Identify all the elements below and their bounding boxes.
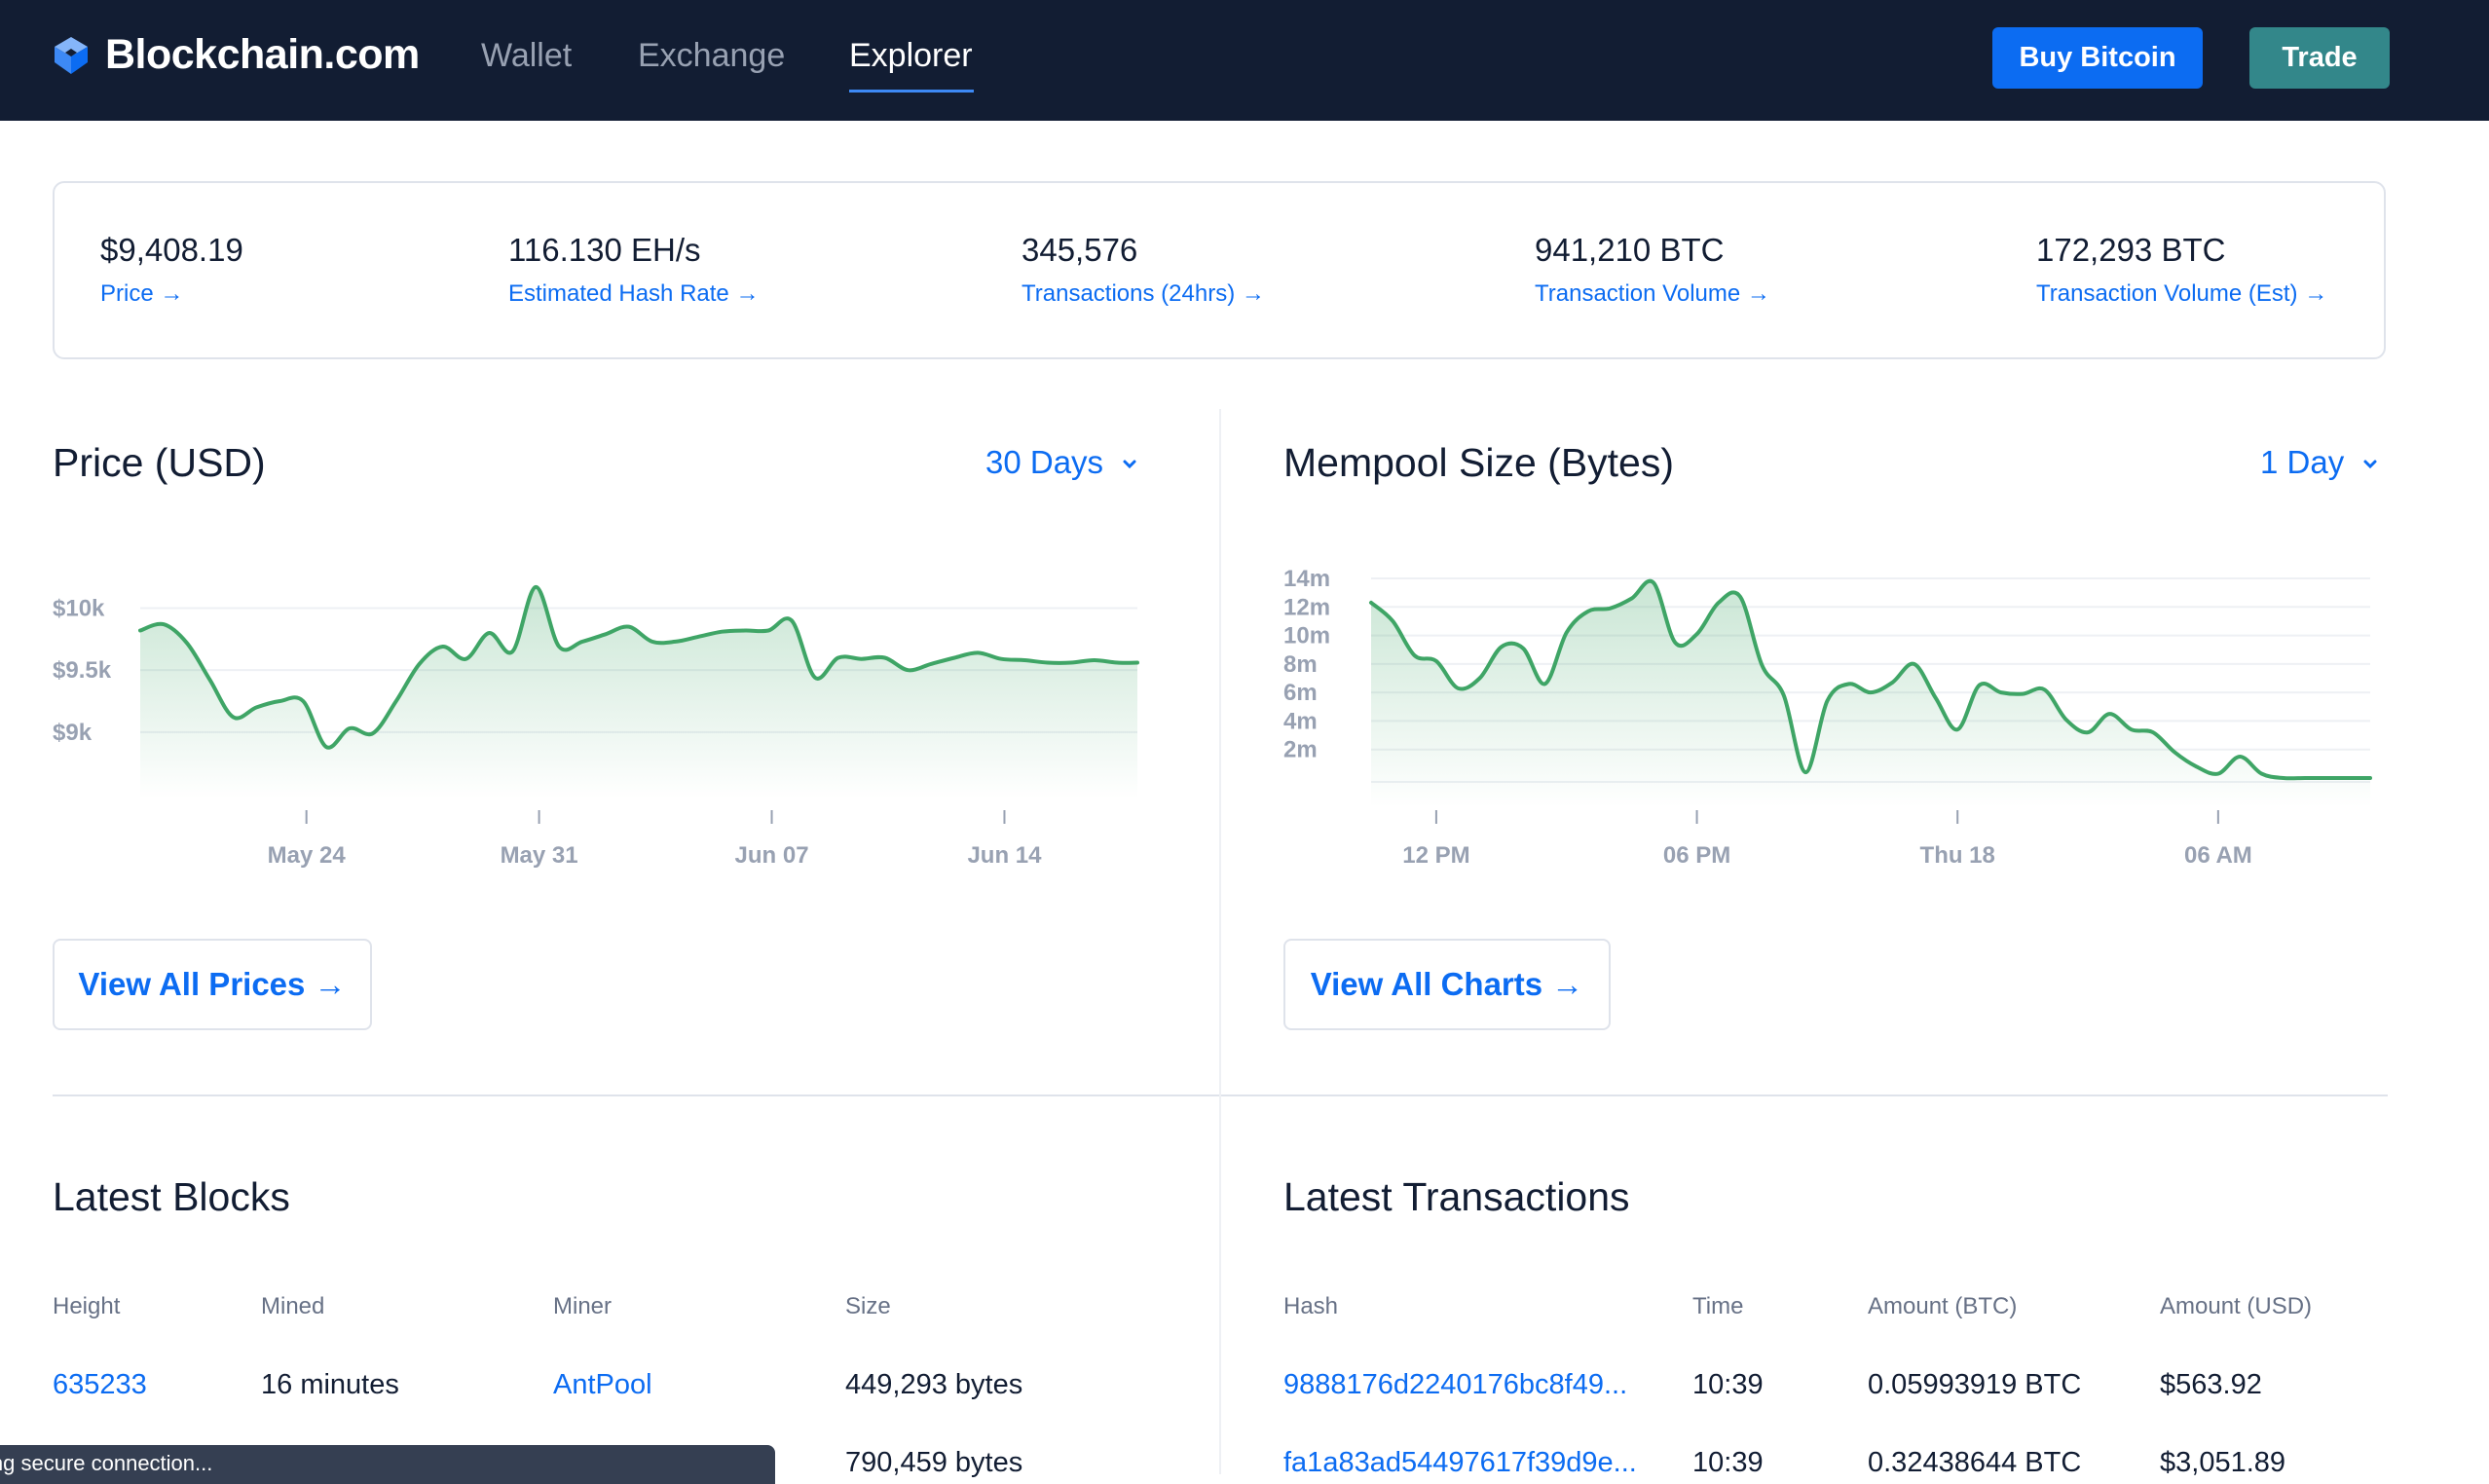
- stat-link-transaction-volume[interactable]: Transaction Volume →: [1535, 280, 1770, 307]
- arrow-right-icon: →: [1241, 280, 1265, 307]
- transaction-amount-btc: 0.32438644 BTC: [1868, 1447, 2082, 1478]
- stat-value: $9,408.19: [100, 232, 243, 268]
- price-chart: $10k $9.5k $9k May 24 May 31 Jun 07 Jun 14: [53, 584, 1139, 869]
- column-header-time: Time: [1692, 1293, 1744, 1319]
- series-line: [138, 584, 1139, 750]
- latest-transactions-title: Latest Transactions: [1283, 1174, 1630, 1219]
- y-tick-label: 10m: [1283, 623, 1330, 649]
- brand-name: Blockchain.com: [105, 31, 420, 78]
- stat-link-transaction-volume-est[interactable]: Transaction Volume (Est) →: [2036, 280, 2328, 307]
- chevron-down-icon: [2363, 460, 2377, 469]
- stat-transactions: 345,576 Transactions (24hrs) →: [1022, 232, 1265, 308]
- x-tick-label: Thu 18: [1920, 842, 1995, 869]
- stat-value: 345,576: [1022, 232, 1138, 268]
- stats-summary-card: [53, 181, 2386, 359]
- stat-value: 172,293 BTC: [2036, 232, 2226, 268]
- transaction-time: 10:39: [1692, 1447, 1764, 1478]
- arrow-right-icon: →: [160, 280, 184, 307]
- arrow-right-icon: →: [735, 280, 760, 307]
- y-tick-label: 12m: [1283, 594, 1330, 620]
- x-tick-label: Jun 07: [735, 842, 809, 869]
- column-header-mined: Mined: [261, 1293, 325, 1319]
- view-all-charts-button[interactable]: View All Charts →: [1283, 939, 1611, 1030]
- block-mined-time: 16 minutes: [261, 1369, 399, 1400]
- column-header-amount-usd: Amount (USD): [2160, 1293, 2313, 1319]
- arrow-right-icon: →: [1551, 966, 1584, 1002]
- section-divider: [53, 1094, 1219, 1096]
- y-tick-label: 8m: [1283, 651, 1318, 678]
- nav-wallet[interactable]: Wallet: [481, 37, 573, 74]
- y-tick-label: 2m: [1283, 737, 1318, 763]
- price-range-dropdown[interactable]: 30 Days: [985, 444, 1139, 481]
- stat-transaction-volume: 941,210 BTC Transaction Volume →: [1535, 232, 1770, 308]
- x-tick-label: 12 PM: [1402, 842, 1469, 869]
- transaction-hash-link[interactable]: 9888176d2240176bc8f49...: [1283, 1369, 1628, 1400]
- block-miner-link[interactable]: AntPool: [553, 1369, 652, 1400]
- stat-transaction-volume-est: 172,293 BTC Transaction Volume (Est) →: [2036, 232, 2327, 308]
- arrow-right-icon: →: [2304, 280, 2328, 307]
- series-line: [1369, 578, 2372, 781]
- x-tick-label: 06 AM: [2184, 842, 2252, 869]
- column-header-size: Size: [845, 1293, 891, 1319]
- column-header-hash: Hash: [1283, 1293, 1339, 1319]
- nav-explorer[interactable]: Explorer: [849, 37, 973, 74]
- panel-divider: [1219, 409, 1221, 1474]
- section-divider: [1221, 1094, 2388, 1096]
- y-tick-label: $10k: [53, 596, 105, 622]
- column-header-amount-btc: Amount (BTC): [1868, 1293, 2018, 1319]
- arrow-right-icon: →: [1746, 280, 1770, 307]
- transaction-amount-btc: 0.05993919 BTC: [1868, 1369, 2082, 1400]
- arrow-right-icon: →: [314, 966, 347, 1002]
- latest-blocks-title: Latest Blocks: [53, 1174, 290, 1219]
- buy-bitcoin-button[interactable]: Buy Bitcoin: [1992, 27, 2203, 89]
- series-area: [140, 586, 1137, 798]
- column-header-height: Height: [53, 1293, 121, 1319]
- y-tick-label: 6m: [1283, 680, 1318, 706]
- column-header-miner: Miner: [553, 1293, 613, 1319]
- view-all-prices-button[interactable]: View All Prices →: [53, 939, 372, 1030]
- y-tick-label: $9.5k: [53, 657, 112, 684]
- stat-link-hash-rate[interactable]: Estimated Hash Rate →: [508, 280, 760, 307]
- browser-status-toast: ing secure connection...: [0, 1445, 775, 1484]
- x-tick-label: May 24: [268, 842, 347, 869]
- nav-exchange[interactable]: Exchange: [638, 37, 786, 74]
- stat-value: 941,210 BTC: [1535, 232, 1725, 268]
- blockchain-logo-icon: [55, 36, 88, 74]
- x-tick-label: Jun 14: [967, 842, 1042, 869]
- x-tick-label: 06 PM: [1663, 842, 1730, 869]
- mempool-range-dropdown[interactable]: 1 Day: [2260, 444, 2380, 481]
- block-size: 449,293 bytes: [845, 1369, 1023, 1400]
- transaction-time: 10:39: [1692, 1369, 1764, 1400]
- price-chart-title: Price (USD): [53, 440, 266, 485]
- logo[interactable]: Blockchain.com: [51, 31, 420, 79]
- y-tick-label: 4m: [1283, 708, 1318, 734]
- active-nav-indicator: [849, 90, 974, 93]
- stat-link-price[interactable]: Price →: [100, 280, 184, 307]
- stat-price: $9,408.19 Price →: [100, 232, 243, 308]
- stat-link-transactions[interactable]: Transactions (24hrs) →: [1022, 280, 1265, 307]
- transaction-amount-usd: $3,051.89: [2160, 1447, 2286, 1478]
- x-tick-label: May 31: [501, 842, 578, 869]
- block-height-link[interactable]: 635233: [53, 1369, 147, 1400]
- transaction-hash-link[interactable]: fa1a83ad54497617f39d9e...: [1283, 1447, 1637, 1478]
- stat-value: 116.130 EH/s: [508, 232, 701, 268]
- chevron-down-icon: [1123, 460, 1136, 469]
- y-tick-label: 14m: [1283, 566, 1330, 592]
- mempool-chart-title: Mempool Size (Bytes): [1283, 440, 1675, 485]
- y-tick-label: $9k: [53, 720, 93, 746]
- block-size: 790,459 bytes: [845, 1447, 1023, 1478]
- stat-hash-rate: 116.130 EH/s Estimated Hash Rate →: [508, 232, 759, 308]
- trade-button[interactable]: Trade: [2249, 27, 2390, 89]
- transaction-amount-usd: $563.92: [2160, 1369, 2262, 1400]
